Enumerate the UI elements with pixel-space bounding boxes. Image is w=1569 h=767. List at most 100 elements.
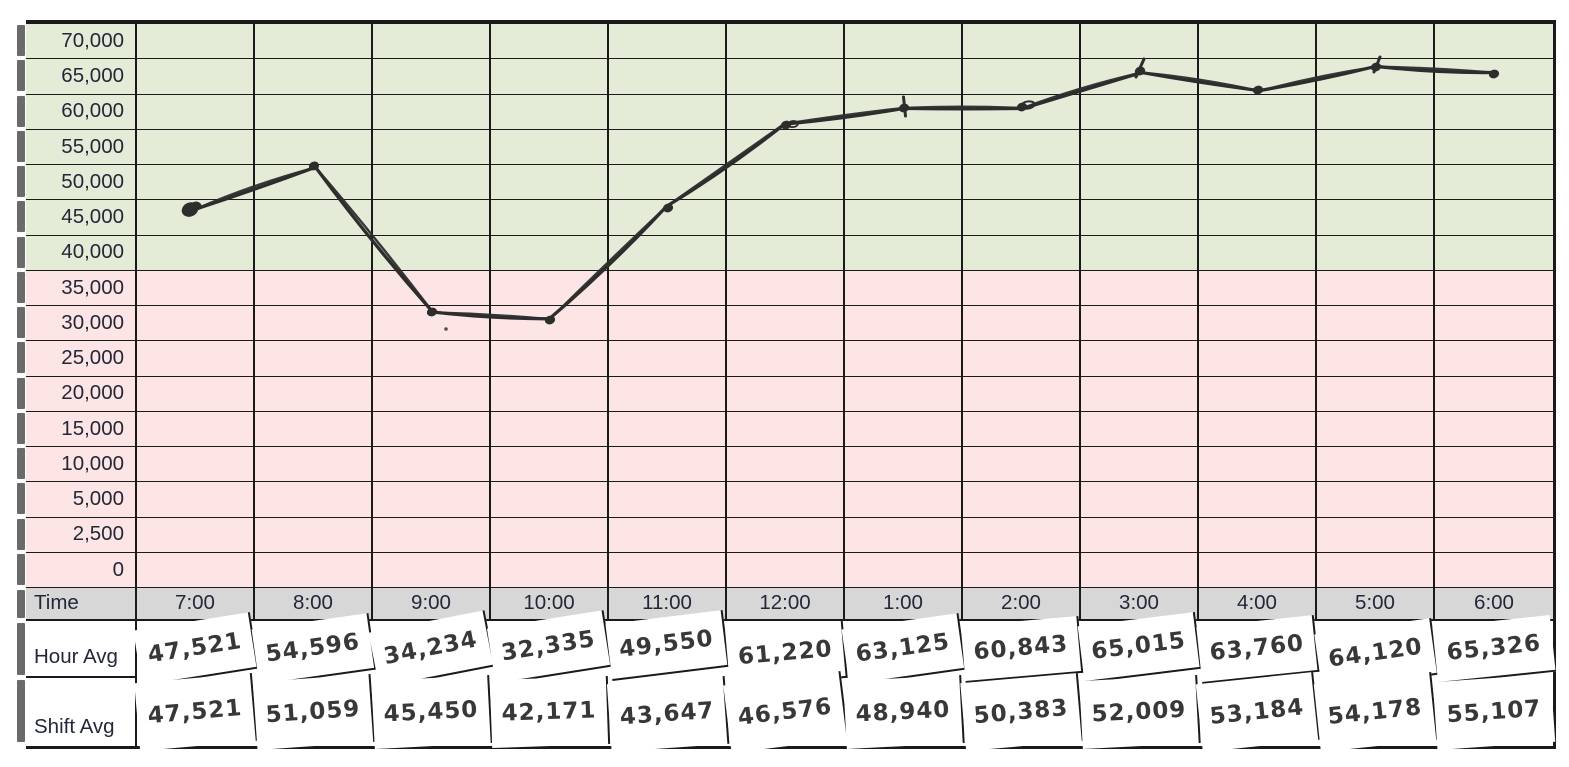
chart-cell (255, 341, 373, 377)
chart-cell (373, 376, 491, 412)
chart-cell (963, 341, 1081, 377)
chart-cell (491, 376, 609, 412)
chart-cell (373, 411, 491, 447)
y-axis-label: 20,000 (26, 376, 137, 412)
chart-cell (1435, 270, 1553, 306)
chart-cell (491, 165, 609, 201)
chart-cell (1199, 482, 1317, 518)
chart-cell (727, 165, 845, 201)
chart-cell (373, 482, 491, 518)
chart-cell (963, 482, 1081, 518)
chart-cell (609, 24, 727, 60)
time-label: 5:00 (1317, 588, 1435, 621)
chart-cell (137, 200, 255, 236)
chart-cell (1199, 59, 1317, 95)
chart-cell (255, 235, 373, 271)
chart-cell (491, 129, 609, 165)
y-axis-label: 15,000 (26, 411, 137, 447)
edge-mark (17, 483, 25, 515)
time-label: 12:00 (727, 588, 845, 621)
hour-avg-cell: 65,015 (1077, 612, 1202, 683)
chart-cell (1435, 59, 1553, 95)
chart-grid: 70,000 65,000 60,000 55,000 50,000 45,000 40,0… (26, 24, 1553, 588)
y-axis-label: 65,000 (26, 59, 137, 95)
edge-mark (17, 590, 25, 618)
chart-cell (1081, 59, 1199, 95)
chart-cell (491, 447, 609, 483)
edge-mark (17, 25, 25, 56)
chart-cell (373, 24, 491, 60)
chart-cell (963, 59, 1081, 95)
chart-cell (1435, 482, 1553, 518)
chart-cell (1317, 235, 1435, 271)
y-axis-label: 60,000 (26, 94, 137, 130)
chart-cell (1199, 306, 1317, 342)
chart-cell (727, 235, 845, 271)
chart-cell (491, 482, 609, 518)
y-axis-label: 25,000 (26, 341, 137, 377)
y-axis-label: 2,500 (26, 517, 137, 553)
chart-cell (609, 165, 727, 201)
chart-cell (1435, 165, 1553, 201)
chart-cell (963, 517, 1081, 553)
chart-cell (373, 447, 491, 483)
chart-cell (255, 165, 373, 201)
chart-cell (373, 235, 491, 271)
chart-cell (137, 59, 255, 95)
chart-cell (727, 517, 845, 553)
edge-mark (17, 95, 25, 127)
chart-cell (1317, 270, 1435, 306)
edge-mark (17, 377, 25, 409)
chart-cell (1199, 200, 1317, 236)
shift-avg-cell: 47,521 (134, 672, 258, 752)
chart-cell (255, 306, 373, 342)
chart-cell (491, 517, 609, 553)
chart-cell (1081, 482, 1199, 518)
chart-cell (727, 341, 845, 377)
chart-cell (1199, 552, 1317, 588)
chart-cell (609, 59, 727, 95)
shift-avg-cell: 42,171 (489, 675, 611, 749)
chart-cell (727, 94, 845, 130)
chart-cell (373, 59, 491, 95)
chart-cell (609, 270, 727, 306)
chart-cell (1199, 94, 1317, 130)
edge-mark (17, 307, 25, 338)
chart-cell (963, 200, 1081, 236)
chart-cell (845, 411, 963, 447)
y-axis-label: 40,000 (26, 235, 137, 271)
chart-cell (963, 24, 1081, 60)
hour-avg-label: Hour Avg (26, 621, 137, 678)
chart-cell (1435, 517, 1553, 553)
chart-cell (373, 517, 491, 553)
shift-avg-label: Shift Avg (26, 678, 137, 746)
chart-cell (137, 411, 255, 447)
hour-avg-cell: 32,335 (486, 610, 613, 685)
chart-cell (1435, 235, 1553, 271)
chart-cell (609, 552, 727, 588)
chart-cell (491, 411, 609, 447)
chart-cell (373, 341, 491, 377)
y-axis-label: 55,000 (26, 129, 137, 165)
run-chart-sheet: 70,000 65,000 60,000 55,000 50,000 45,000 40,0… (26, 20, 1556, 753)
chart-cell (845, 306, 963, 342)
shift-avg-cell: 51,059 (252, 673, 376, 751)
chart-cell (609, 341, 727, 377)
edge-mark (17, 166, 25, 197)
edge-mark (17, 60, 25, 92)
chart-cell (727, 482, 845, 518)
chart-cell (255, 517, 373, 553)
chart-cell (845, 129, 963, 165)
chart-cell (963, 306, 1081, 342)
chart-cell (491, 235, 609, 271)
edge-mark (17, 236, 25, 268)
chart-cell (255, 270, 373, 306)
chart-cell (1199, 341, 1317, 377)
chart-cell (255, 129, 373, 165)
shift-avg-cell: 55,107 (1432, 673, 1556, 751)
chart-cell (1081, 447, 1199, 483)
chart-cell (373, 94, 491, 130)
chart-cell (1317, 376, 1435, 412)
chart-cell (137, 447, 255, 483)
chart-cell (137, 270, 255, 306)
